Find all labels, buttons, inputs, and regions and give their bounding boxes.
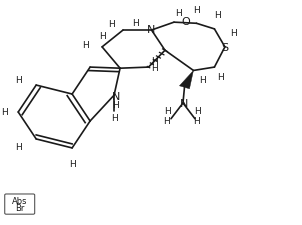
Text: H: H <box>193 117 200 126</box>
Text: N: N <box>111 92 120 102</box>
Text: H: H <box>193 6 200 15</box>
Text: N: N <box>180 99 189 108</box>
Text: Abs: Abs <box>12 196 27 205</box>
Text: H: H <box>194 107 201 116</box>
Text: H: H <box>112 100 119 109</box>
Text: N: N <box>147 25 156 35</box>
Text: H: H <box>132 19 138 27</box>
Text: H: H <box>82 41 89 50</box>
Text: H: H <box>111 114 117 123</box>
Text: H: H <box>108 20 114 29</box>
Text: S: S <box>221 43 229 53</box>
Text: H: H <box>217 72 224 81</box>
Text: Br: Br <box>15 203 24 212</box>
Text: H: H <box>151 57 158 65</box>
Text: H: H <box>1 108 8 117</box>
Text: H: H <box>214 11 221 20</box>
Text: H: H <box>99 32 105 41</box>
Text: H: H <box>69 160 76 168</box>
Text: H: H <box>151 63 158 72</box>
Text: H: H <box>15 76 21 85</box>
Polygon shape <box>179 71 194 89</box>
Text: H: H <box>230 29 237 38</box>
Text: H: H <box>199 76 206 85</box>
Text: O: O <box>182 17 190 27</box>
FancyBboxPatch shape <box>5 194 35 214</box>
Text: H: H <box>175 9 182 18</box>
Text: H: H <box>163 117 170 126</box>
Text: H: H <box>15 143 21 152</box>
Text: H: H <box>165 107 171 116</box>
